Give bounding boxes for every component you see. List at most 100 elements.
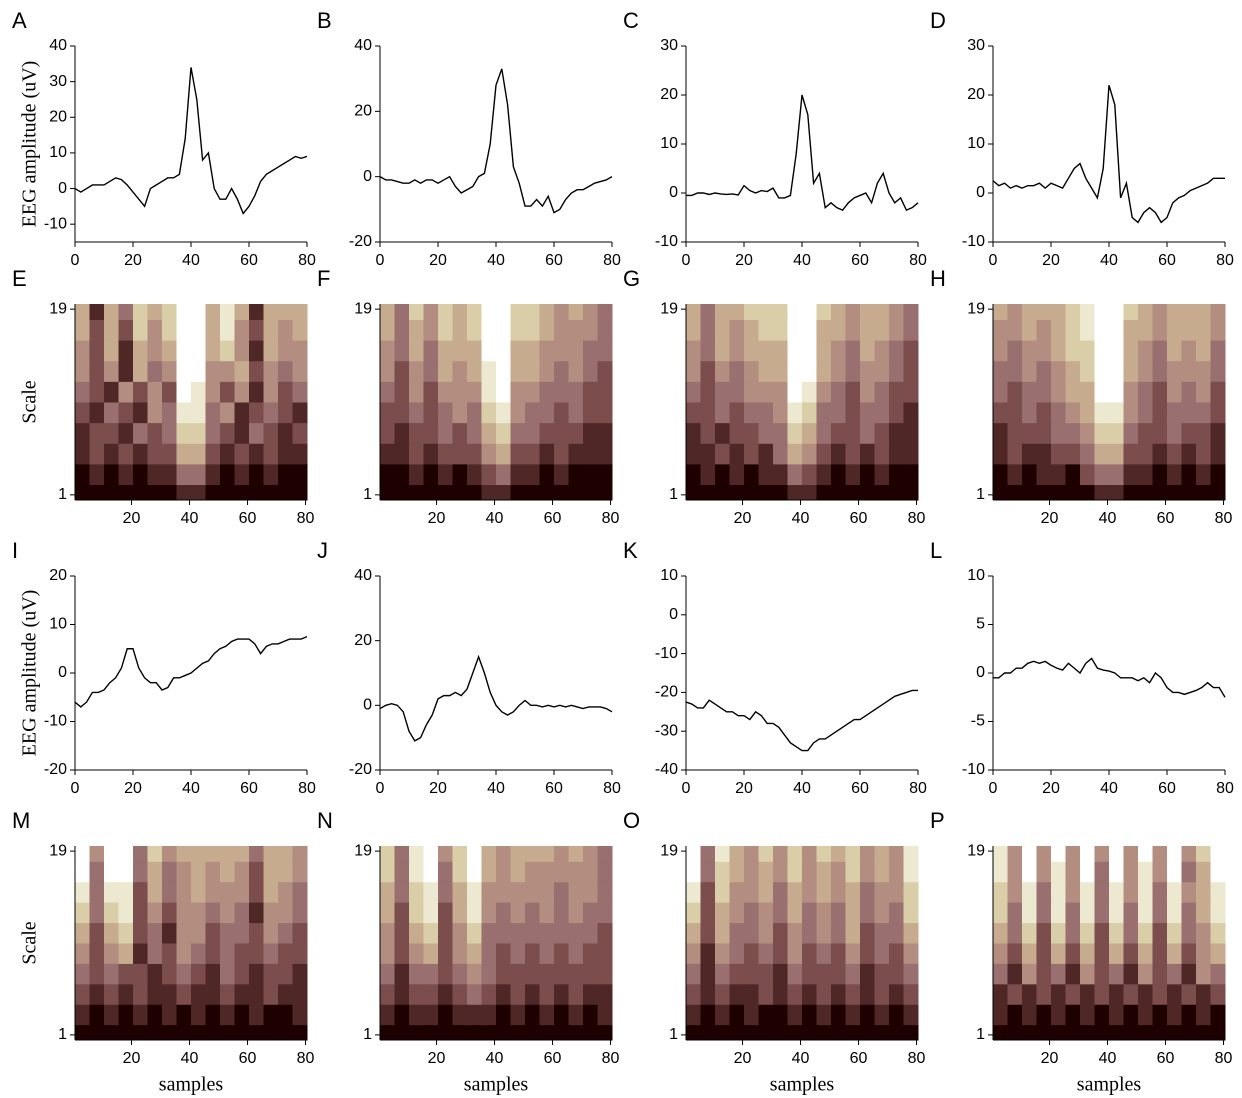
- x-tick-label: 20: [735, 780, 753, 797]
- heatmap-cell: [394, 360, 410, 382]
- heatmap-cell: [860, 304, 875, 320]
- line-series: [74, 67, 308, 215]
- heatmap-cell: [1123, 881, 1139, 903]
- heatmap-cell: [1051, 943, 1066, 964]
- heatmap-cell: [903, 943, 919, 964]
- heatmap-cell: [292, 340, 308, 362]
- heatmap-cell: [1065, 443, 1081, 465]
- heatmap-cell: [133, 881, 148, 903]
- heatmap-cell: [147, 319, 163, 341]
- y-tick-label: 20: [354, 103, 372, 120]
- heatmap-cell: [162, 881, 177, 903]
- heatmap-cell: [802, 881, 817, 903]
- y-tick-label: -10: [44, 215, 67, 232]
- heatmap-cell: [278, 340, 293, 362]
- y-tick-label: -20: [349, 761, 372, 778]
- heatmap-cell: [176, 922, 192, 944]
- heatmap-cell: [1022, 983, 1037, 1005]
- heatmap-cell: [831, 463, 846, 486]
- x-tick-label: 80: [1215, 1050, 1233, 1067]
- heatmap-cell: [467, 443, 482, 465]
- heatmap-cell: [773, 881, 788, 903]
- heatmap-cell: [191, 443, 206, 465]
- heatmap-cell: [191, 484, 206, 501]
- heatmap-cell: [234, 484, 250, 501]
- heatmap-cell: [1138, 902, 1153, 924]
- heatmap-cell: [874, 1024, 890, 1041]
- heatmap-cell: [1167, 304, 1182, 320]
- heatmap-cell: [1196, 340, 1211, 362]
- heatmap-cell: [496, 304, 511, 320]
- heatmap-cell: [1094, 360, 1110, 382]
- heatmap-cell: [1051, 1024, 1066, 1041]
- heatmap-cell: [816, 381, 832, 403]
- heatmap-cell: [1138, 1004, 1153, 1026]
- heatmap-cell: [147, 983, 163, 1005]
- heatmap-cell: [467, 846, 482, 862]
- heatmap-cell: [510, 963, 526, 985]
- heatmap-cell: [597, 1004, 613, 1026]
- heatmap-cell: [729, 463, 745, 486]
- heatmap-cell: [715, 340, 730, 362]
- heatmap-cell: [278, 443, 293, 465]
- heatmap-cell: [1181, 463, 1197, 486]
- heatmap-cell: [1094, 340, 1110, 362]
- heatmap-cell: [554, 422, 569, 444]
- heatmap-cell: [993, 463, 1008, 486]
- heatmap-cell: [510, 304, 526, 320]
- heatmap-cell: [597, 360, 613, 382]
- heatmap-cell: [583, 861, 598, 883]
- heatmap-cell: [104, 443, 119, 465]
- heatmap-cell: [831, 902, 846, 924]
- heatmap-cell: [510, 861, 526, 883]
- heatmap-cell: [292, 963, 308, 985]
- heatmap-cell: [1138, 360, 1153, 382]
- heatmap-cell: [860, 402, 875, 424]
- heatmap-cell: [1036, 1024, 1052, 1041]
- heatmap-cell: [380, 304, 395, 320]
- heatmap-cell: [860, 943, 875, 964]
- heatmap-cell: [234, 983, 250, 1005]
- heatmap-cell: [773, 943, 788, 964]
- heatmap-cell: [75, 1024, 90, 1041]
- heatmap-cell: [1094, 846, 1110, 862]
- heatmap-cell: [380, 422, 395, 444]
- heatmap-cell: [263, 846, 279, 862]
- y-axis-label: Scale: [19, 921, 41, 964]
- heatmap-cell: [75, 902, 90, 924]
- heatmap-cell: [831, 304, 846, 320]
- heatmap-cell: [118, 304, 134, 320]
- heatmap-cell: [220, 881, 235, 903]
- heatmap-cell: [467, 881, 482, 903]
- heatmap-cell: [729, 902, 745, 924]
- heatmap-cell: [1123, 340, 1139, 362]
- heatmap-cell: [409, 922, 424, 944]
- heatmap-cell: [481, 422, 497, 444]
- x-tick-label: 40: [486, 1050, 504, 1067]
- heatmap-cell: [686, 902, 701, 924]
- heatmap-cell: [394, 319, 410, 341]
- heatmap-cell: [133, 443, 148, 465]
- heatmap-cell: [191, 846, 206, 862]
- heatmap-cell: [845, 881, 861, 903]
- heatmap-cell: [510, 881, 526, 903]
- heatmap-cell: [292, 983, 308, 1005]
- heatmap-cell: [525, 319, 540, 341]
- heatmap-cell: [1007, 1004, 1023, 1026]
- heatmap-cell: [452, 963, 468, 985]
- heatmap-cell: [191, 304, 206, 320]
- heatmap-cell: [423, 943, 439, 964]
- heatmap-cell: [860, 963, 875, 985]
- heatmap-cell: [568, 319, 584, 341]
- heatmap-cell: [467, 1004, 482, 1026]
- heatmap-cell: [1138, 422, 1153, 444]
- heatmap-cell: [89, 340, 105, 362]
- heatmap-cell: [380, 846, 395, 862]
- line-series: [993, 657, 1226, 698]
- heatmap-cell: [263, 422, 279, 444]
- heatmap-cell: [104, 422, 119, 444]
- line-series: [992, 85, 1225, 224]
- heatmap-cell: [583, 1004, 598, 1026]
- x-tick-label: 0: [682, 780, 691, 797]
